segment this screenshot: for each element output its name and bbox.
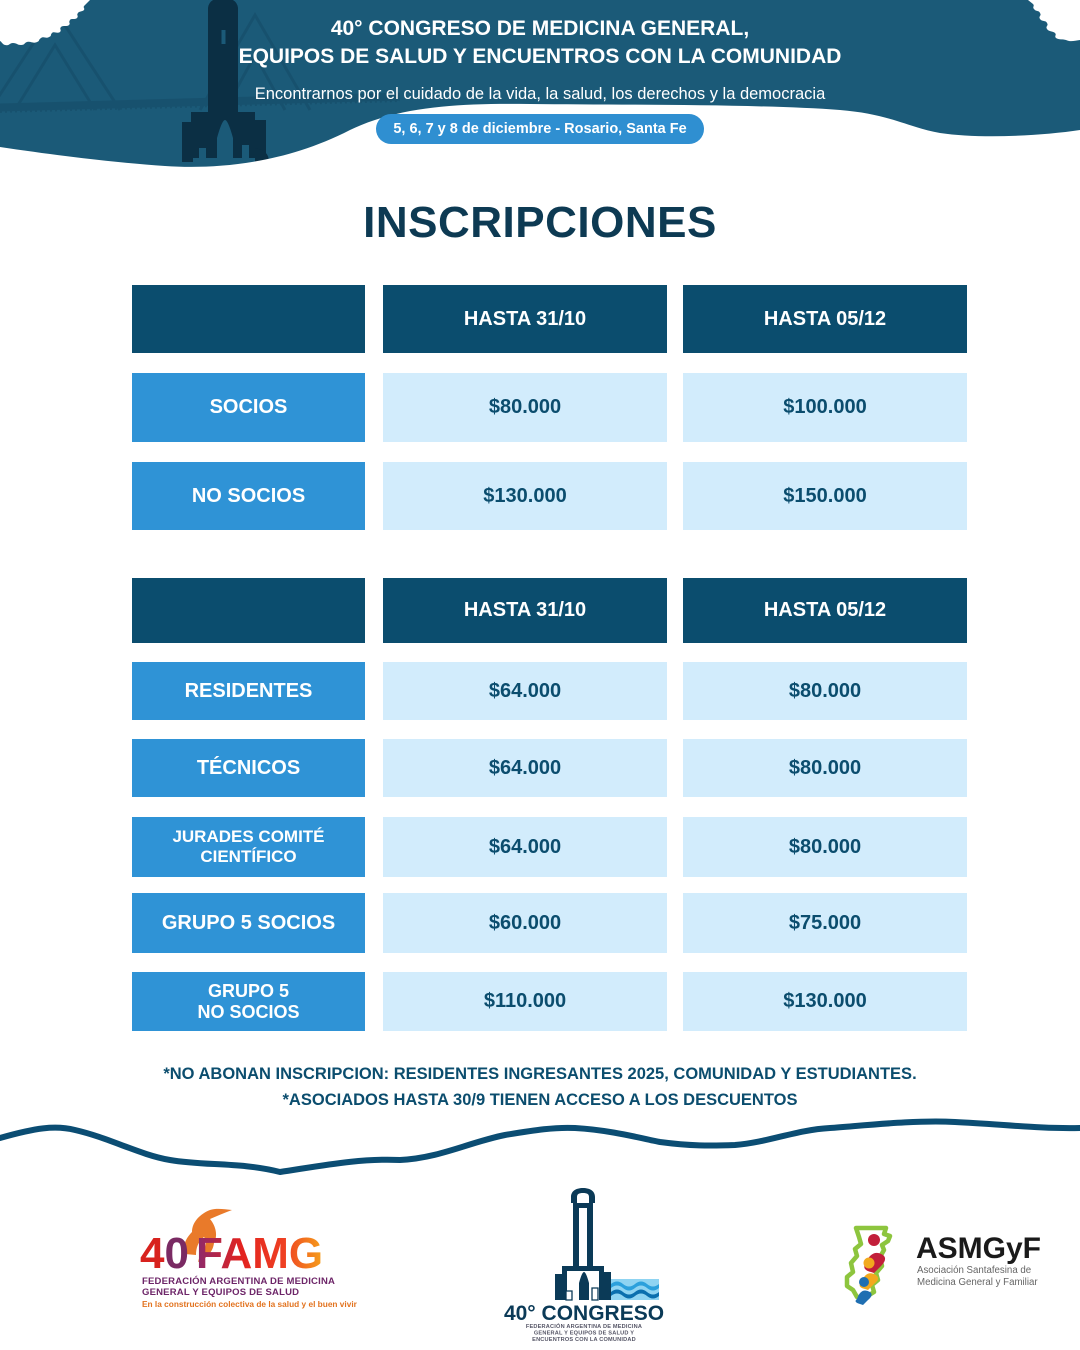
svg-text:GENERAL Y EQUIPOS DE SALUD: GENERAL Y EQUIPOS DE SALUD bbox=[142, 1287, 299, 1298]
svg-text:En la construcción colectiva d: En la construcción colectiva de la salud… bbox=[142, 1299, 358, 1309]
svg-text:40° CONGRESO: 40° CONGRESO bbox=[504, 1302, 664, 1325]
svg-text:ASMGyF: ASMGyF bbox=[916, 1232, 1041, 1265]
svg-text:40: 40 bbox=[140, 1229, 189, 1278]
svg-text:FEDERACIÓN ARGENTINA DE MEDICI: FEDERACIÓN ARGENTINA DE MEDICINA bbox=[142, 1275, 335, 1287]
svg-text:Asociación Santafesina de: Asociación Santafesina de bbox=[917, 1265, 1031, 1276]
svg-text:Medicina General y Familiar: Medicina General y Familiar bbox=[917, 1277, 1038, 1288]
svg-text:FAMG: FAMG bbox=[196, 1229, 323, 1278]
svg-text:FEDERACIÓN ARGENTINA DE MEDICI: FEDERACIÓN ARGENTINA DE MEDICINA bbox=[526, 1322, 642, 1330]
svg-text:GENERAL Y EQUIPOS DE SALUD Y: GENERAL Y EQUIPOS DE SALUD Y bbox=[534, 1331, 634, 1337]
svg-text:ENCUENTROS CON LA COMUNIDAD: ENCUENTROS CON LA COMUNIDAD bbox=[532, 1337, 636, 1343]
